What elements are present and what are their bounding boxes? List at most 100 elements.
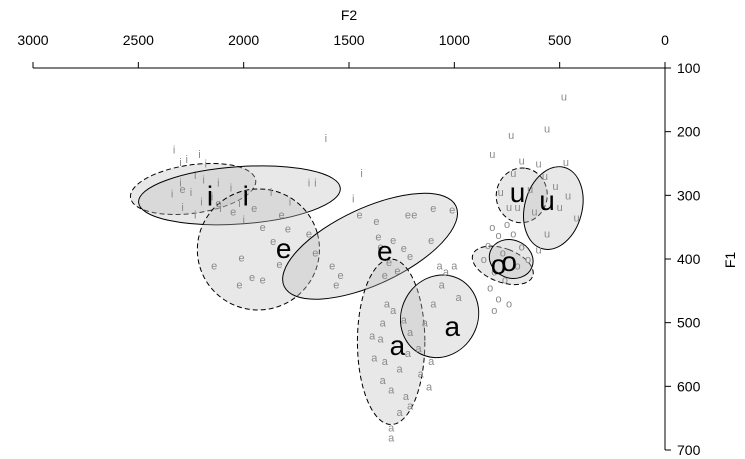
x-tick-label: 0: [661, 32, 669, 48]
centroid-label-e: e: [377, 236, 393, 267]
token-i: i: [360, 168, 362, 180]
token-i: i: [352, 194, 354, 206]
token-i: i: [205, 159, 207, 171]
token-o: o: [491, 267, 497, 279]
token-e: e: [329, 260, 335, 272]
token-i: i: [173, 144, 175, 156]
token-u: u: [506, 202, 512, 214]
token-u: u: [519, 155, 525, 167]
token-e: e: [260, 274, 266, 286]
ellipse-o-solid: [488, 239, 534, 279]
ellipse-o-dashed: [471, 245, 534, 286]
token-i: i: [179, 157, 181, 169]
y-axis-title: F1: [722, 252, 738, 269]
token-e: e: [401, 243, 407, 255]
token-a: a: [428, 356, 435, 368]
token-i: i: [211, 192, 213, 204]
token-o: o: [514, 260, 520, 272]
token-a: a: [378, 334, 385, 346]
token-a: a: [388, 432, 395, 444]
token-a: a: [407, 400, 414, 412]
token-u: u: [544, 123, 550, 135]
token-u: u: [536, 244, 542, 256]
token-a: a: [418, 369, 425, 381]
token-u: u: [508, 130, 514, 142]
token-u: u: [527, 184, 533, 196]
token-e: e: [279, 209, 285, 221]
token-e: e: [411, 209, 417, 221]
token-a: a: [426, 381, 433, 393]
x-tick-label: 2500: [123, 32, 154, 48]
token-o: o: [504, 219, 510, 231]
token-e: e: [382, 270, 388, 282]
token-u: u: [573, 213, 579, 225]
token-o: o: [491, 305, 497, 317]
centroid-label-i: i: [243, 180, 249, 211]
ellipse-i-solid: [138, 165, 341, 226]
y-tick-label: 700: [677, 442, 701, 458]
token-e: e: [306, 229, 312, 241]
token-i: i: [171, 188, 173, 200]
y-tick-label: 100: [677, 60, 701, 76]
y-tick-label: 600: [677, 378, 701, 394]
centroid-label-e: e: [276, 233, 292, 264]
confidence-ellipses: [129, 162, 584, 426]
token-o: o: [519, 241, 525, 253]
token-e: e: [386, 257, 392, 269]
token-o: o: [496, 293, 502, 305]
token-i: i: [194, 209, 196, 221]
token-a: a: [380, 375, 387, 387]
token-i: i: [181, 202, 183, 214]
token-a: a: [403, 391, 410, 403]
token-a: a: [371, 353, 378, 365]
token-u: u: [542, 171, 548, 183]
token-e: e: [333, 279, 339, 291]
token-u: u: [514, 202, 520, 214]
y-axis: 100 200 300 400 500 600 700 F1: [664, 60, 738, 458]
token-e: e: [449, 204, 455, 216]
x-axis: 3000 2500 2000 1500 1000 500 0 F2: [17, 7, 669, 69]
token-e: e: [430, 203, 436, 215]
token-a: a: [382, 356, 389, 368]
token-i: i: [242, 215, 244, 227]
token-i: i: [202, 174, 204, 186]
token-e: e: [428, 235, 434, 247]
token-i: i: [179, 178, 181, 190]
token-o: o: [510, 229, 516, 241]
token-o: o: [525, 254, 531, 266]
token-u: u: [565, 190, 571, 202]
ellipse-u-solid: [523, 166, 584, 250]
ellipse-a-dashed: [356, 258, 426, 426]
y-ticks: 100 200 300 400 500 600 700: [665, 60, 701, 458]
token-a: a: [396, 407, 403, 419]
token-e: e: [180, 184, 186, 196]
token-u: u: [544, 229, 550, 241]
token-u: u: [510, 168, 516, 180]
token-u: u: [561, 92, 567, 104]
token-i: i: [200, 197, 202, 209]
token-a: a: [451, 260, 458, 272]
token-e: e: [405, 209, 411, 221]
token-a: a: [384, 299, 391, 311]
token-u: u: [552, 181, 558, 193]
ellipse-a-solid: [399, 274, 480, 359]
token-a: a: [407, 327, 414, 339]
token-e: e: [211, 260, 217, 272]
x-axis-title: F2: [341, 7, 358, 23]
token-i: i: [238, 198, 240, 210]
token-i: i: [289, 197, 291, 209]
token-u: u: [489, 149, 495, 161]
x-ticks: 3000 2500 2000 1500 1000 500 0: [17, 32, 669, 68]
centroid-label-i: i: [207, 180, 213, 211]
token-a: a: [390, 305, 397, 317]
token-i: i: [186, 154, 188, 166]
token-i: i: [314, 178, 316, 190]
token-e: e: [390, 235, 396, 247]
token-i: i: [198, 149, 200, 161]
y-tick-label: 500: [677, 315, 701, 331]
token-o: o: [481, 254, 487, 266]
token-a: a: [388, 423, 395, 435]
token-o: o: [496, 230, 502, 242]
